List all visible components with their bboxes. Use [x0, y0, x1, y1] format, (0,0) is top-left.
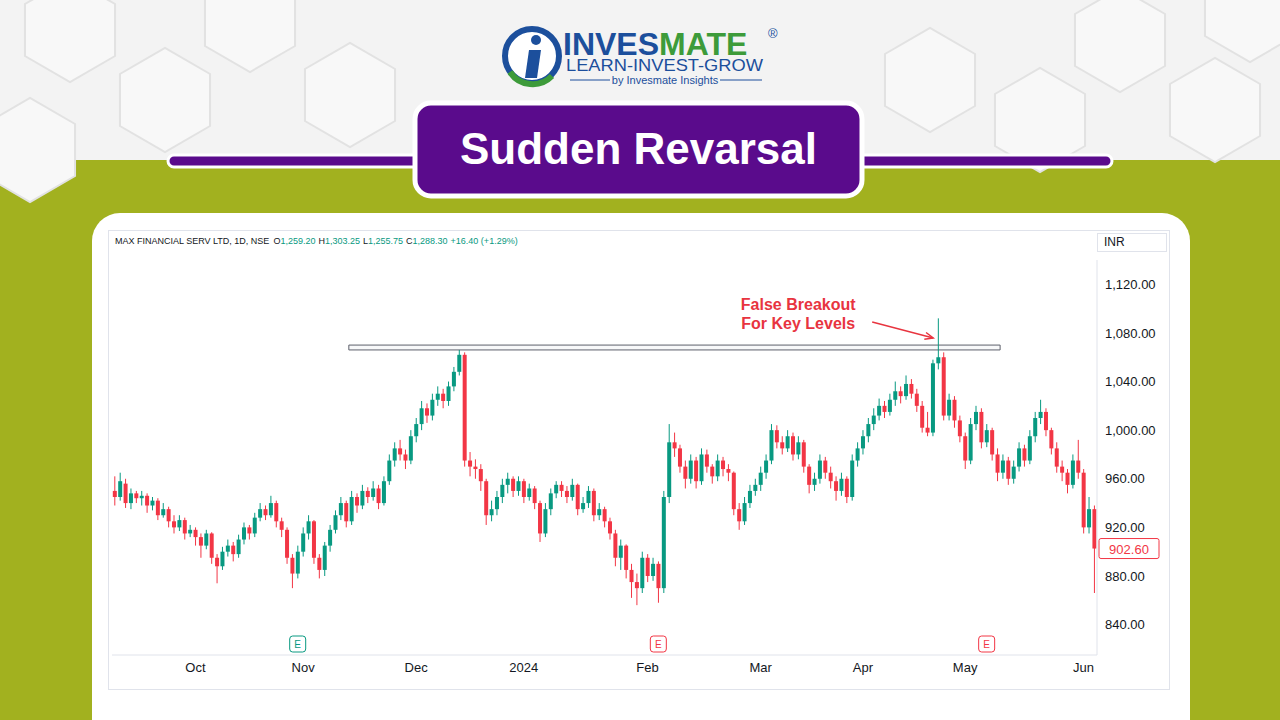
- svg-text:For Key Levels: For Key Levels: [741, 315, 855, 332]
- svg-text:902.60: 902.60: [1109, 542, 1149, 557]
- svg-text:False Breakout: False Breakout: [741, 296, 856, 313]
- svg-text:1,120.00: 1,120.00: [1105, 277, 1156, 292]
- html-text:INVES MATE: INVES MATE: [563, 26, 748, 62]
- html-text:MAX FINANCIAL SERV LTD, 1D, NS: MAX FINANCIAL SERV LTD, 1D, NSE O 1,259.…: [115, 236, 518, 246]
- svg-text:Dec: Dec: [405, 660, 429, 675]
- svg-text:1,000.00: 1,000.00: [1105, 423, 1156, 438]
- svg-text:Mar: Mar: [749, 660, 772, 675]
- svg-text:E: E: [655, 639, 662, 650]
- svg-text:Nov: Nov: [292, 660, 316, 675]
- svg-text:by Invesmate Insights: by Invesmate Insights: [612, 74, 719, 86]
- svg-text:E: E: [983, 639, 990, 650]
- svg-text:880.00: 880.00: [1105, 569, 1145, 584]
- svg-text:Apr: Apr: [853, 660, 874, 675]
- svg-text:840.00: 840.00: [1105, 617, 1145, 632]
- svg-text:May: May: [953, 660, 978, 675]
- svg-text:E: E: [294, 639, 301, 650]
- svg-text:Jun: Jun: [1073, 660, 1094, 675]
- svg-text:Oct: Oct: [185, 660, 206, 675]
- svg-text:1,080.00: 1,080.00: [1105, 326, 1156, 341]
- svg-text:1,040.00: 1,040.00: [1105, 374, 1156, 389]
- svg-text:LEARN-INVEST-GROW: LEARN-INVEST-GROW: [566, 56, 763, 75]
- svg-text:2024: 2024: [509, 660, 538, 675]
- svg-text:Sudden Revarsal: Sudden Revarsal: [460, 124, 817, 173]
- svg-text:®: ®: [768, 26, 778, 41]
- html-text:INR: INR: [1104, 235, 1125, 249]
- svg-text:920.00: 920.00: [1105, 520, 1145, 535]
- svg-text:960.00: 960.00: [1105, 471, 1145, 486]
- svg-text:Feb: Feb: [636, 660, 658, 675]
